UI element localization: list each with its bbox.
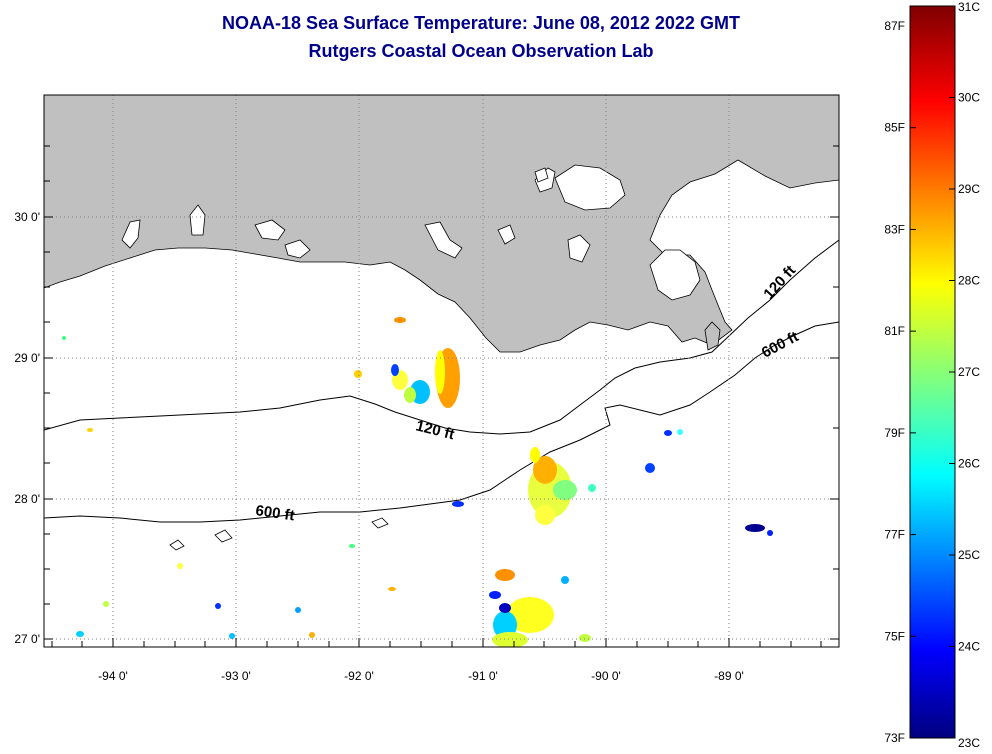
lat-label-29: 29 0' — [14, 351, 40, 365]
colorbar-c-label: 26C — [958, 457, 980, 471]
colorbar-c-label: 31C — [958, 0, 980, 14]
lon-label-94: -94 0' — [98, 669, 128, 683]
lon-label-89: -89 0' — [714, 669, 744, 683]
colorbar-c-label: 29C — [958, 182, 980, 196]
colorbar-c-label: 25C — [958, 548, 980, 562]
plot-frame — [43, 94, 840, 648]
colorbar-c-label: 27C — [958, 365, 980, 379]
colorbar-c-label: 28C — [958, 274, 980, 288]
map-title: NOAA-18 Sea Surface Temperature: June 08… — [222, 13, 740, 33]
lat-label-27: 27 0' — [14, 632, 40, 646]
sabine-lake — [121, 219, 141, 249]
sst-data-patches — [62, 317, 773, 647]
lat-label-28: 28 0' — [14, 492, 40, 506]
lac-des-allemands — [497, 224, 516, 245]
breton-sound-marsh — [649, 249, 701, 301]
calcasieu-lake — [189, 204, 206, 236]
colorbar-fahrenheit-labels: 87F 85F 83F 81F 79F 77F 75F 73F — [884, 19, 905, 745]
sst-colorbar — [909, 5, 956, 739]
colorbar-c-label: 23C — [958, 736, 980, 750]
white-lake — [254, 219, 286, 241]
colorbar-c-label: 30C — [958, 91, 980, 105]
small-lake — [534, 167, 549, 183]
lake-cataouatche — [567, 234, 591, 263]
colorbar-f-label: 85F — [884, 121, 905, 135]
colorbar-celsius-labels: 31C 30C 29C 28C 27C 26C 25C 24C 23C — [958, 0, 980, 750]
colorbar-c-label: 24C — [958, 640, 980, 654]
contour-600ft — [44, 321, 839, 523]
colorbar-f-label: 73F — [884, 731, 905, 745]
lon-label-92: -92 0' — [344, 669, 374, 683]
lake-salvador — [424, 221, 463, 259]
land-mass — [44, 95, 839, 353]
colorbar-f-label: 79F — [884, 426, 905, 440]
lat-label-30: 30 0' — [14, 210, 40, 224]
colorbar-f-label: 81F — [884, 324, 905, 338]
grand-lake — [284, 239, 311, 259]
bird-foot-delta — [704, 321, 721, 351]
contour-label-600ft-west: 600 ft — [254, 502, 295, 524]
colorbar-ticks — [910, 97, 955, 647]
lon-label-90: -90 0' — [591, 669, 621, 683]
lake-pontchartrain — [554, 164, 626, 211]
axis-ticks — [44, 145, 839, 647]
map-subtitle: Rutgers Coastal Ocean Observation Lab — [308, 41, 654, 61]
colorbar-f-label: 75F — [884, 629, 905, 643]
colorbar-f-label: 87F — [884, 19, 905, 33]
lon-label-93: -93 0' — [221, 669, 251, 683]
contour-120ft — [44, 239, 839, 435]
colorbar-f-label: 77F — [884, 528, 905, 542]
colorbar-f-label: 83F — [884, 222, 905, 236]
graticule — [44, 95, 839, 647]
lon-label-91: -91 0' — [468, 669, 498, 683]
